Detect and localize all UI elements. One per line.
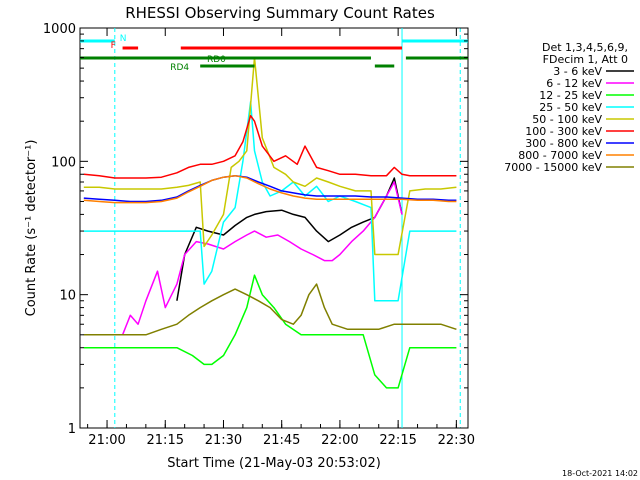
x-axis-label: Start Time (21-May-03 20:53:02) <box>167 456 381 471</box>
legend-label-8: 7000 - 15000 keV <box>504 161 602 174</box>
series-line-2 <box>83 274 457 389</box>
series-line-1 <box>121 181 403 336</box>
legend-header-1: FDecim 1, Att 0 <box>543 53 628 66</box>
legend-label-3: 25 - 50 keV <box>539 101 602 114</box>
legend-label-2: 12 - 25 keV <box>539 89 602 102</box>
x-tick-label-4: 22:00 <box>321 433 358 448</box>
series-line-4 <box>83 56 457 256</box>
series-lines <box>83 56 457 389</box>
series-line-6 <box>83 174 457 203</box>
legend-label-1: 6 - 12 keV <box>546 77 602 90</box>
chart-title: RHESSI Observing Summary Count Rates <box>125 4 435 22</box>
annotation-label-f: F <box>111 41 116 51</box>
series-line-5 <box>83 114 457 179</box>
y-tick-label-1: 10 <box>59 289 76 304</box>
x-tick-label-5: 22:15 <box>379 433 416 448</box>
y-tick-label-3: 1000 <box>43 22 76 37</box>
annotation-bars: NF RD0 RD4 <box>80 34 468 73</box>
legend: Det 1,3,4,5,6,9,FDecim 1, Att 03 - 6 keV… <box>504 41 634 174</box>
footer-date: 18-Oct-2021 14:02 <box>562 469 638 478</box>
legend-label-0: 3 - 6 keV <box>553 65 602 78</box>
axes: 21:00 21:15 21:30 21:45 22:00 22:15 22:30 1 10 10… <box>43 22 475 448</box>
series-line-7 <box>83 174 457 204</box>
series-line-3 <box>83 100 457 302</box>
legend-label-7: 800 - 7000 keV <box>518 149 602 162</box>
plot-frame <box>79 27 469 429</box>
x-tick-label-3: 21:45 <box>263 433 300 448</box>
vertical-markers <box>114 28 461 428</box>
legend-label-4: 50 - 100 keV <box>532 113 602 126</box>
x-tick-label-1: 21:15 <box>147 433 184 448</box>
y-axis-label: Count Rate (s⁻¹ detector⁻¹) <box>24 140 39 317</box>
series-line-8 <box>83 283 457 336</box>
legend-header-0: Det 1,3,4,5,6,9, <box>542 41 628 54</box>
x-tick-label-0: 21:00 <box>88 433 125 448</box>
annotation-label-rd4: RD4 <box>170 63 189 73</box>
y-tick-label-2: 100 <box>51 155 76 170</box>
legend-label-5: 100 - 300 keV <box>525 125 602 138</box>
x-tick-label-6: 22:30 <box>438 433 475 448</box>
legend-label-6: 300 - 800 keV <box>525 137 602 150</box>
annotation-label-n: N <box>120 34 127 44</box>
y-tick-label-0: 1 <box>68 422 76 437</box>
x-tick-label-2: 21:30 <box>205 433 242 448</box>
annotation-label-rd0: RD0 <box>207 55 226 65</box>
